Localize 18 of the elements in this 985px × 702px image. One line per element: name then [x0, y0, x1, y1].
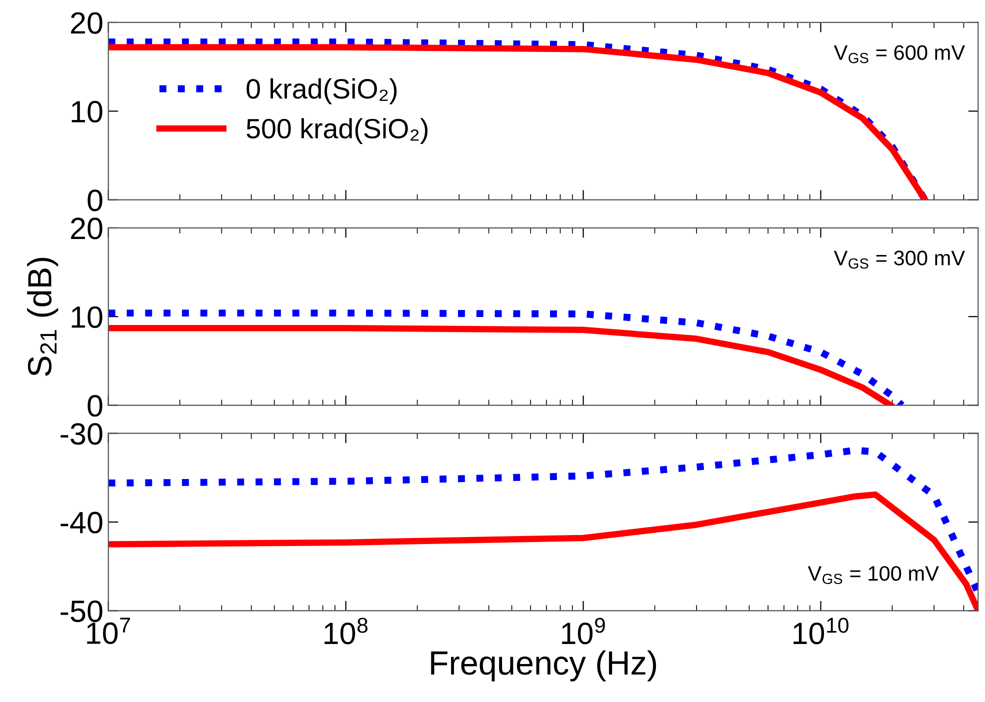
y-tick-label: -30: [60, 423, 102, 445]
y-tick-label: -40: [60, 512, 102, 534]
y-tick-label: 0: [88, 395, 102, 417]
y-tick-label: 20: [71, 218, 102, 240]
y-tick-label: 20: [71, 12, 102, 34]
y-tick-label: 10: [72, 100, 102, 123]
x-tick-label: 10$^{8}$: [324, 618, 368, 644]
x-axis-title: Frequency (Hz): [431, 650, 656, 682]
legend-label: 0 krad(SiO₂): [246, 78, 397, 104]
y-tick-label: 10: [72, 306, 102, 328]
y-axis-title: S$_{21}$ (dB): [27, 258, 58, 376]
x-tick-label: 10$^{9}$: [562, 618, 605, 644]
x-tick-label: 10$^{10}$: [794, 618, 848, 644]
legend-label: 500 krad(SiO₂): [246, 118, 428, 144]
annotation: V$_{GS}$ = 100 mV: [808, 566, 939, 584]
annotation: V$_{GS}$ = 300 mV: [834, 250, 965, 269]
annotation: V$_{GS}$ = 600 mV: [834, 45, 965, 64]
y-tick-label: 0: [88, 190, 102, 212]
